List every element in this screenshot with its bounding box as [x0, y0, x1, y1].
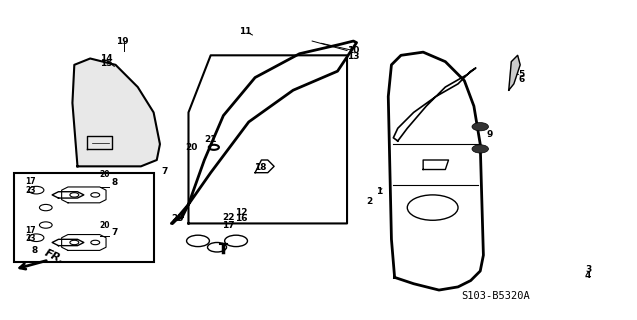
- Text: 23: 23: [25, 186, 36, 195]
- Text: 16: 16: [235, 214, 247, 223]
- Polygon shape: [73, 59, 160, 166]
- Text: 2: 2: [366, 197, 373, 206]
- Text: 8: 8: [111, 178, 118, 188]
- Text: 23: 23: [25, 234, 36, 243]
- Text: 12: 12: [235, 208, 247, 217]
- Text: 17: 17: [25, 177, 36, 186]
- Circle shape: [472, 123, 489, 131]
- Text: 6: 6: [519, 75, 525, 84]
- Text: 20: 20: [185, 143, 198, 152]
- Text: 1: 1: [376, 187, 382, 196]
- Text: 10: 10: [347, 46, 359, 55]
- Text: 4: 4: [585, 271, 591, 280]
- Text: 14: 14: [100, 54, 112, 63]
- Circle shape: [472, 145, 489, 153]
- Text: 15: 15: [100, 59, 112, 68]
- Text: 17: 17: [25, 226, 36, 235]
- Polygon shape: [509, 55, 520, 90]
- Text: 22: 22: [222, 212, 234, 222]
- Text: 7: 7: [111, 228, 118, 236]
- Text: 20: 20: [100, 221, 110, 230]
- Text: 13: 13: [347, 52, 360, 61]
- Text: 23: 23: [171, 214, 184, 223]
- Text: 18: 18: [254, 164, 266, 172]
- Text: 21: 21: [204, 135, 217, 144]
- Text: 5: 5: [519, 70, 525, 79]
- Bar: [14, 173, 154, 261]
- Text: 20: 20: [100, 171, 110, 180]
- Text: 8: 8: [32, 246, 38, 255]
- Text: 19: 19: [115, 36, 128, 45]
- Text: 11: 11: [240, 27, 252, 36]
- Text: S103-B5320A: S103-B5320A: [462, 292, 531, 301]
- Text: 7: 7: [162, 167, 168, 176]
- Text: 17: 17: [222, 220, 235, 229]
- Text: 3: 3: [585, 265, 591, 274]
- Text: FR.: FR.: [43, 247, 66, 265]
- Text: 9: 9: [487, 130, 493, 139]
